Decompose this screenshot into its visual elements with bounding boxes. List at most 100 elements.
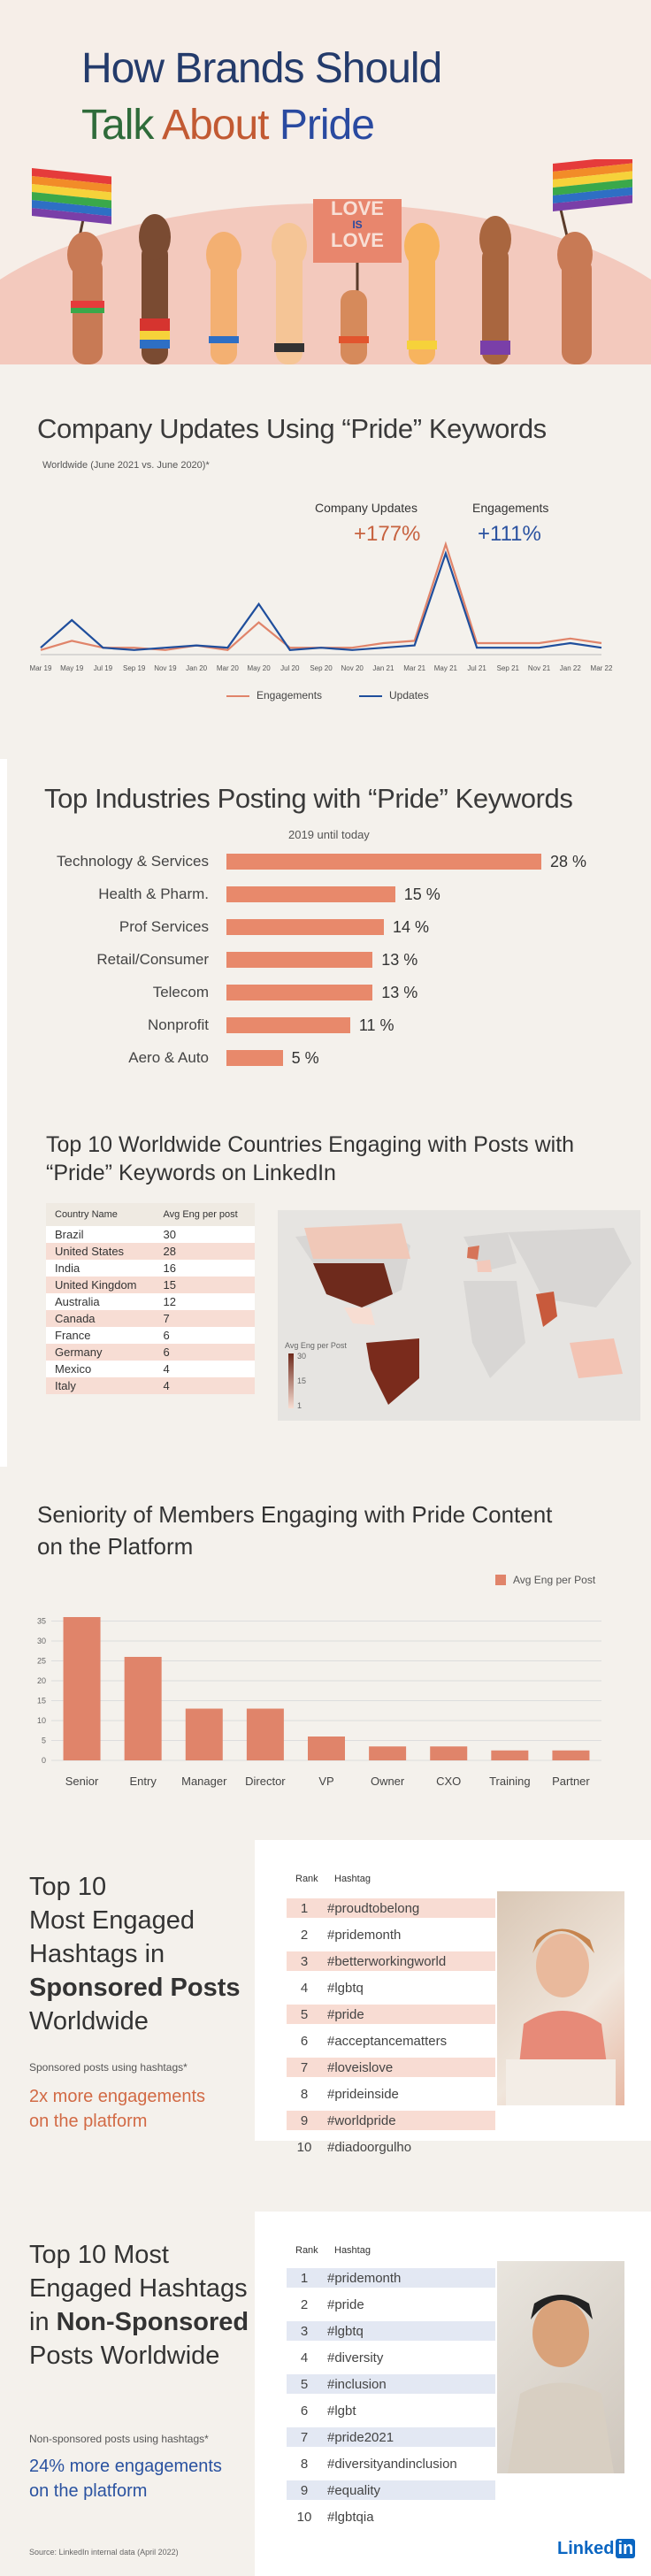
industry-row: Retail/Consumer 13 %: [0, 949, 651, 969]
industry-label: Aero & Auto: [128, 1049, 209, 1066]
industry-label: Retail/Consumer: [96, 951, 209, 968]
industry-value: 13 %: [381, 984, 418, 1001]
country-name-cell: Canada: [55, 1312, 96, 1325]
x-tick-label: Mar 21: [403, 664, 425, 672]
hashtag-text: #betterworkingworld: [327, 1954, 447, 1969]
nonsponsored-title: Top 10 Most Engaged Hashtags in Non-Spon…: [29, 2238, 249, 2373]
hashtag-text: #loveislove: [327, 2060, 394, 2075]
legend-label-updates: Updates: [389, 689, 429, 702]
sponsored-title-l3: Hashtags in: [29, 1940, 165, 1968]
x-tick-label: Sep 20: [310, 664, 333, 672]
stat-engagements-value: +111%: [478, 522, 541, 546]
seniority-title-line2: on the Platform: [37, 1533, 194, 1560]
seniority-bar: [308, 1736, 345, 1760]
industry-label: Technology & Services: [57, 853, 209, 870]
countries-title-line2: “Pride” Keywords on LinkedIn: [46, 1161, 336, 1185]
industry-value: 14 %: [393, 918, 430, 936]
hashtag-row: 4 #lgbtq: [287, 1978, 495, 1997]
map-landmass-africa: [463, 1281, 525, 1378]
nonsponsored-col-hashtag: Hashtag: [334, 2245, 371, 2256]
y-tick-label: 35: [37, 1617, 46, 1626]
seniority-category-label: Manager: [181, 1775, 227, 1788]
hashtag-text: #diadoorgulho: [327, 2140, 412, 2155]
industry-bar: [226, 886, 395, 902]
country-eng-cell: 6: [163, 1346, 170, 1359]
industry-row: Health & Pharm. 15 %: [0, 884, 651, 903]
hashtag-text: #prideinside: [327, 2087, 399, 2102]
x-tick-label: Mar 20: [217, 664, 239, 672]
seniority-legend-label: Avg Eng per Post: [513, 1574, 596, 1586]
hashtag-text: #pride: [327, 2297, 364, 2312]
sponsored-col-rank: Rank: [295, 1874, 318, 1884]
map-legend-gradient: [288, 1353, 294, 1408]
map-legend-mid: 15: [297, 1376, 307, 1385]
seniority-legend-swatch: [495, 1575, 506, 1585]
country-eng-cell: 4: [163, 1362, 170, 1376]
sponsored-title-l4: Sponsored Posts: [29, 1974, 241, 2002]
x-tick-label: Sep 19: [123, 664, 146, 672]
hashtag-text: #lgbtq: [327, 2324, 364, 2339]
industry-label: Prof Services: [119, 918, 209, 935]
hashtag-row: 1 #proudtobelong: [287, 1898, 495, 1918]
hashtag-row: 6 #acceptancematters: [287, 2031, 495, 2051]
seniority-bar: [491, 1750, 529, 1760]
x-tick-label: Jan 20: [186, 664, 208, 672]
source-note: Source: LinkedIn internal data (April 20…: [29, 2548, 179, 2557]
hero-banner: How Brands Should Talk About Pride: [0, 0, 651, 364]
y-tick-label: 0: [42, 1756, 46, 1765]
country-eng-cell: 4: [163, 1379, 170, 1392]
linkedin-logo: Linked in: [557, 2539, 636, 2559]
map-france: [477, 1260, 492, 1272]
hashtag-text: #inclusion: [327, 2377, 387, 2392]
hashtag-rank: 9: [300, 2113, 309, 2128]
sponsored-title-l1: Top 10: [29, 1873, 107, 1901]
nonsponsored-title-l3: in Non-Sponsored: [29, 2305, 249, 2339]
map-legend-max: 30: [297, 1352, 307, 1361]
hashtag-text: #pride2021: [327, 2430, 394, 2445]
linkedin-logo-in: in: [616, 2539, 636, 2558]
sponsored-hashtag-list: 1 #proudtobelong 2 #pridemonth 3 #betterworki…: [287, 1898, 499, 2155]
x-tick-label: Mar 22: [591, 664, 613, 672]
hashtag-row: 10 #diadoorgulho: [287, 2137, 495, 2157]
country-eng-cell: 16: [163, 1261, 176, 1275]
x-tick-label: Jul 20: [280, 664, 300, 672]
col-eng-header: Avg Eng per post: [154, 1203, 255, 1226]
map-canada: [304, 1223, 410, 1259]
hashtag-row: 9 #worldpride: [287, 2111, 495, 2130]
country-name-cell: Germany: [55, 1346, 103, 1359]
industry-value: 13 %: [381, 951, 418, 969]
hashtag-row: 9 #equality: [287, 2480, 495, 2500]
hashtag-rank: 2: [300, 1928, 309, 1943]
seniority-category-label: CXO: [436, 1775, 461, 1788]
updates-subtitle: Worldwide (June 2021 vs. June 2020)*: [42, 460, 210, 471]
hashtag-rank: 6: [300, 2034, 309, 2049]
hashtag-rank: 1: [300, 1901, 309, 1916]
country-name-cell: Australia: [55, 1295, 100, 1308]
industry-bar: [226, 952, 373, 968]
industries-title: Top Industries Posting with “Pride” Keyw…: [44, 783, 573, 814]
map-australia: [570, 1338, 623, 1378]
x-tick-label: Jul 21: [467, 664, 486, 672]
hashtag-row: 7 #loveislove: [287, 2058, 495, 2077]
legend-swatch-updates: [359, 695, 382, 697]
seniority-category-label: Director: [245, 1775, 286, 1788]
industry-bar: [226, 1050, 283, 1066]
seniority-bar: [369, 1746, 407, 1760]
nonsponsored-highlight: 24% more engagements on the platform: [29, 2454, 222, 2503]
x-tick-label: Jan 21: [372, 664, 394, 672]
hashtag-rank: 2: [300, 2297, 309, 2312]
stat-updates-value: +177%: [354, 522, 421, 546]
x-tick-label: Nov 20: [341, 664, 364, 672]
country-name-cell: France: [55, 1329, 91, 1342]
sponsored-panel: Rank Hashtag 1 #proudtobelong 2 #pridemonth…: [255, 1840, 651, 2155]
hashtag-rank: 5: [300, 2377, 309, 2392]
industry-value: 15 %: [403, 886, 440, 903]
y-tick-label: 10: [37, 1716, 46, 1725]
country-row: Germany 6: [46, 1344, 255, 1361]
hashtag-text: #pridemonth: [327, 1928, 402, 1943]
nonsponsored-title-l3a: in: [29, 2308, 57, 2336]
sponsored-title-l5: Worldwide: [29, 2007, 149, 2036]
map-united-states: [313, 1263, 393, 1307]
rainbow-flag-right-icon: [553, 159, 632, 271]
